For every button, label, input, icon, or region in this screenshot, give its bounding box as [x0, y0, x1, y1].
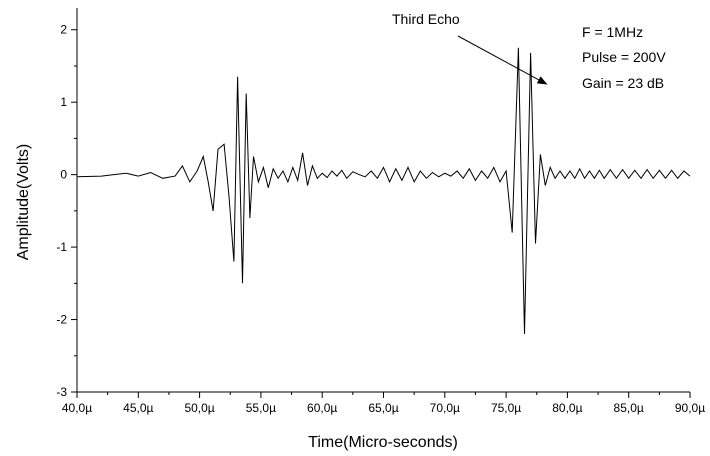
x-tick-label: 60,0µ — [307, 401, 337, 415]
x-tick-label: 40,0µ — [62, 401, 92, 415]
y-tick-label: -2 — [56, 313, 67, 327]
y-ticks: -3 -2 -1 0 1 2 — [56, 23, 77, 399]
x-ticks: 40,0µ 45,0µ 50,0µ 55,0µ 60,0µ 65,0µ 70,0µ 75,0µ… — [62, 392, 705, 415]
y-axis-title: Amplitude(Volts) — [15, 144, 32, 261]
annotations: Third Echo F = 1MHz Pulse = 200V Gain = … — [392, 11, 666, 91]
x-tick-label: 80,0µ — [552, 401, 582, 415]
amplitude-trace — [76, 47, 691, 335]
x-tick-label: 90,0µ — [675, 401, 705, 415]
annotation-pulse: Pulse = 200V — [582, 49, 666, 65]
y-tick-label: -1 — [56, 240, 67, 254]
x-tick-label: 45,0µ — [123, 401, 153, 415]
x-tick-label: 55,0µ — [246, 401, 276, 415]
plot-area: 40,0µ 45,0µ 50,0µ 55,0µ 60,0µ 65,0µ 70,0µ 75,0µ… — [56, 8, 705, 415]
y-tick-label: -3 — [56, 385, 67, 399]
x-tick-label: 50,0µ — [184, 401, 214, 415]
annotation-frequency: F = 1MHz — [582, 24, 643, 40]
y-tick-label: 0 — [60, 168, 67, 182]
annotation-gain: Gain = 23 dB — [582, 75, 664, 91]
x-axis-title: Time(Micro-seconds) — [308, 434, 458, 451]
annotation-third-echo: Third Echo — [392, 11, 460, 27]
x-tick-label: 75,0µ — [491, 401, 521, 415]
x-tick-label: 85,0µ — [614, 401, 644, 415]
x-tick-label: 70,0µ — [430, 401, 460, 415]
x-tick-label: 65,0µ — [368, 401, 398, 415]
y-tick-label: 2 — [60, 23, 67, 37]
y-tick-label: 1 — [60, 95, 67, 109]
annotation-arrow — [457, 35, 548, 85]
